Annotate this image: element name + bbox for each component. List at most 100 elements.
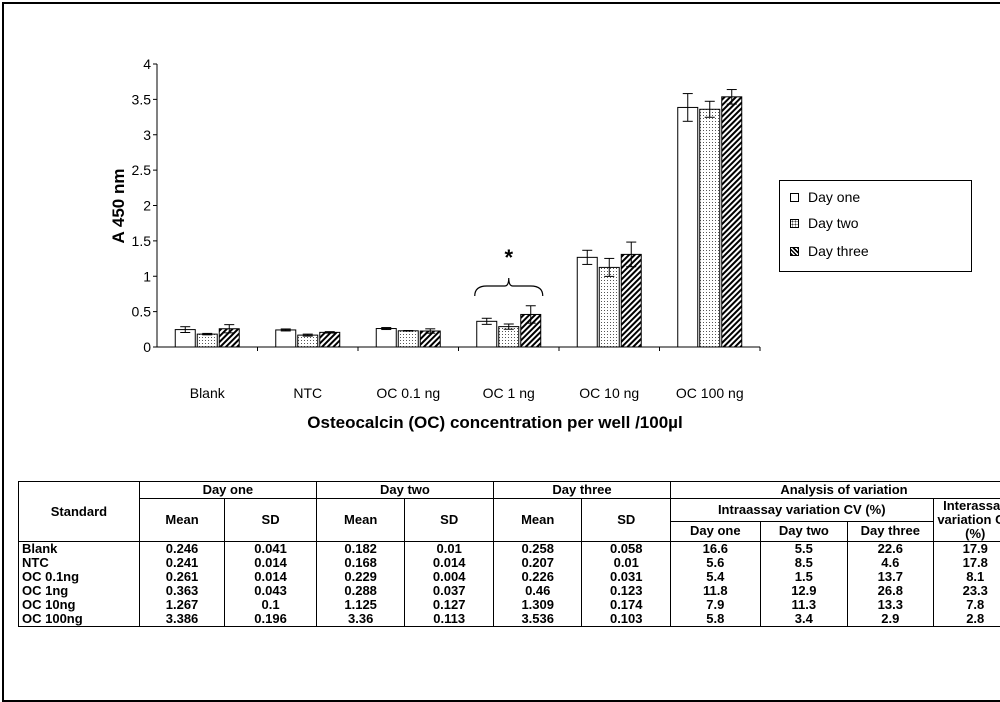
x-tick-label: Blank xyxy=(190,385,226,401)
table-cell: 3.36 xyxy=(316,612,405,627)
legend-item-day-one: Day one xyxy=(790,189,860,205)
table-cell: 23.3 xyxy=(933,584,1000,598)
table-cell: 26.8 xyxy=(848,584,933,598)
bar xyxy=(376,329,396,347)
bar xyxy=(678,107,698,347)
table-cell: 0.031 xyxy=(582,570,671,584)
table-cell: 0.01 xyxy=(405,542,494,557)
table-cell: 0.174 xyxy=(582,598,671,612)
bar xyxy=(276,330,296,347)
legend-swatch-day-two xyxy=(790,219,799,228)
y-tick-label: 2 xyxy=(143,198,151,214)
table-cell: 16.6 xyxy=(671,542,761,557)
header-day-two: Day two xyxy=(316,482,493,499)
row-standard: OC 0.1ng xyxy=(19,570,140,584)
row-standard: OC 1ng xyxy=(19,584,140,598)
table-cell: 0.1 xyxy=(225,598,317,612)
legend-swatch-day-three xyxy=(790,247,799,256)
table-cell: 0.258 xyxy=(493,542,582,557)
table-cell: 0.113 xyxy=(405,612,494,627)
table-cell: 0.058 xyxy=(582,542,671,557)
table-cell: 0.363 xyxy=(139,584,224,598)
bar xyxy=(477,321,497,347)
bar xyxy=(398,331,418,347)
y-tick-label: 2.5 xyxy=(132,162,152,178)
table-cell: 2.8 xyxy=(933,612,1000,627)
x-tick-label: OC 0.1 ng xyxy=(376,385,440,401)
table-cell: 0.037 xyxy=(405,584,494,598)
table-cell: 3.536 xyxy=(493,612,582,627)
x-tick-label: OC 100 ng xyxy=(676,385,744,401)
row-standard: Blank xyxy=(19,542,140,557)
table-cell: 8.5 xyxy=(760,556,848,570)
chart-legend: Day one Day two Day three xyxy=(779,180,972,272)
bar xyxy=(320,332,340,347)
table-cell: 0.246 xyxy=(139,542,224,557)
table-cell: 0.226 xyxy=(493,570,582,584)
legend-label-day-three: Day three xyxy=(808,243,869,259)
table-cell: 0.01 xyxy=(582,556,671,570)
header-interassay: Interassay variation CV (%) xyxy=(933,499,1000,542)
table-cell: 5.4 xyxy=(671,570,761,584)
y-tick-label: 3 xyxy=(143,127,151,143)
table-cell: 7.8 xyxy=(933,598,1000,612)
table-cell: 0.168 xyxy=(316,556,405,570)
table-cell: 1.125 xyxy=(316,598,405,612)
legend-label-day-two: Day two xyxy=(808,215,859,231)
table-cell: 1.267 xyxy=(139,598,224,612)
header-intra-day-one: Day one xyxy=(671,521,761,541)
y-tick-label: 1.5 xyxy=(132,233,152,249)
table-cell: 2.9 xyxy=(848,612,933,627)
header-intra-day-two: Day two xyxy=(760,521,848,541)
legend-item-day-two: Day two xyxy=(790,215,859,231)
x-tick-label: OC 1 ng xyxy=(483,385,535,401)
table-cell: 5.8 xyxy=(671,612,761,627)
bar xyxy=(621,254,641,347)
table-cell: 8.1 xyxy=(933,570,1000,584)
header-sd: SD xyxy=(405,499,494,542)
header-day-three: Day three xyxy=(493,482,670,499)
header-intraassay: Intraassay variation CV (%) xyxy=(671,499,933,522)
header-sd: SD xyxy=(225,499,317,542)
table-cell: 17.8 xyxy=(933,556,1000,570)
bar xyxy=(298,335,318,347)
x-axis-label: Osteocalcin (OC) concentration per well … xyxy=(307,413,682,432)
bar xyxy=(599,267,619,347)
y-axis-label: A 450 nm xyxy=(109,169,128,244)
table-cell: 3.4 xyxy=(760,612,848,627)
table-cell: 22.6 xyxy=(848,542,933,557)
header-day-one: Day one xyxy=(139,482,316,499)
bar xyxy=(700,109,720,347)
header-mean: Mean xyxy=(493,499,582,542)
table-cell: 0.127 xyxy=(405,598,494,612)
table-cell: 12.9 xyxy=(760,584,848,598)
bar xyxy=(577,257,597,347)
table-cell: 0.182 xyxy=(316,542,405,557)
y-tick-label: 0.5 xyxy=(132,304,152,320)
table-cell: 4.6 xyxy=(848,556,933,570)
header-analysis: Analysis of variation xyxy=(671,482,1000,499)
legend-swatch-day-one xyxy=(790,193,799,202)
table-cell: 0.014 xyxy=(225,556,317,570)
y-tick-label: 4 xyxy=(143,56,151,72)
table-cell: 0.207 xyxy=(493,556,582,570)
table-cell: 13.3 xyxy=(848,598,933,612)
y-tick-label: 0 xyxy=(143,339,151,355)
table-cell: 5.6 xyxy=(671,556,761,570)
row-standard: OC 100ng xyxy=(19,612,140,627)
table-cell: 7.9 xyxy=(671,598,761,612)
table-cell: 1.309 xyxy=(493,598,582,612)
table-cell: 0.103 xyxy=(582,612,671,627)
header-standard: Standard xyxy=(19,482,140,542)
bar xyxy=(722,97,742,347)
table-cell: 11.3 xyxy=(760,598,848,612)
x-tick-label: NTC xyxy=(293,385,322,401)
significance-brace xyxy=(475,278,543,296)
table-cell: 11.8 xyxy=(671,584,761,598)
table-cell: 0.46 xyxy=(493,584,582,598)
